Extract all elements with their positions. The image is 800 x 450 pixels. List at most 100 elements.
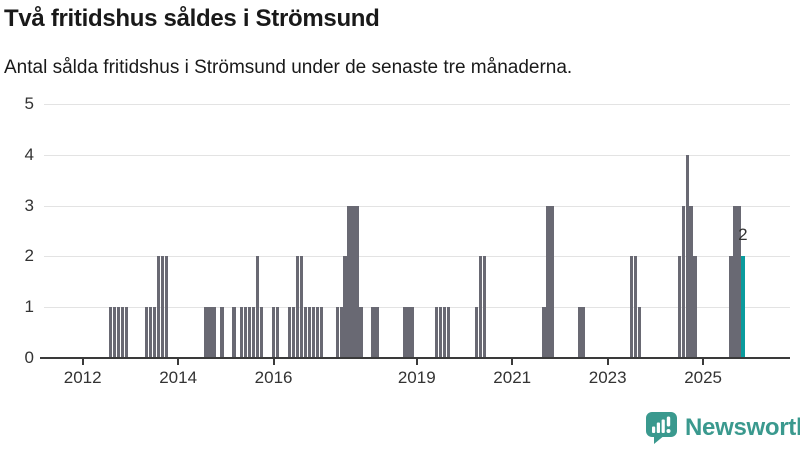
bar <box>244 307 248 358</box>
bar <box>733 205 737 358</box>
bar <box>482 256 487 358</box>
bar <box>442 307 447 358</box>
bar <box>240 307 244 358</box>
bar <box>252 307 256 358</box>
bar <box>347 205 351 358</box>
y-tick-label: 4 <box>24 144 34 164</box>
bar <box>212 307 216 358</box>
x-tick-label: 2012 <box>63 368 102 387</box>
bar <box>120 307 125 358</box>
bar <box>232 307 236 358</box>
x-axis-line <box>40 356 790 359</box>
bar <box>681 205 685 358</box>
x-tick <box>415 359 418 365</box>
bar <box>124 307 129 358</box>
y-tick-label: 2 <box>24 246 34 266</box>
bar <box>311 307 316 358</box>
y-tick-label: 3 <box>24 195 34 215</box>
bar <box>407 307 411 358</box>
bar <box>693 256 697 358</box>
bar <box>108 307 113 358</box>
bar <box>438 307 443 358</box>
bar <box>629 256 634 358</box>
x-tick <box>272 359 275 365</box>
bar-value-label: 2 <box>738 225 748 245</box>
x-tick-label: 2019 <box>397 368 436 387</box>
bar <box>637 307 642 358</box>
x-tick-label: 2025 <box>684 368 723 387</box>
bar <box>375 307 379 358</box>
bar <box>116 307 121 358</box>
newsworthy-logo: Newsworthy <box>645 411 800 445</box>
bar <box>303 307 308 358</box>
x-tick-label: 2021 <box>493 368 532 387</box>
bar <box>542 307 546 358</box>
bar <box>255 256 260 358</box>
chart-title: Två fritidshus såldes i Strömsund <box>4 5 380 32</box>
x-tick <box>81 359 84 365</box>
bar <box>295 256 300 358</box>
bar <box>546 205 550 358</box>
x-tick <box>606 359 609 365</box>
bar <box>355 205 359 358</box>
bar <box>737 205 741 358</box>
x-tick <box>702 359 705 365</box>
y-gridline <box>44 104 790 105</box>
chart-subtitle: Antal sålda fritidshus i Strömsund under… <box>4 57 573 78</box>
bar <box>403 307 407 358</box>
bar <box>335 307 339 358</box>
bar <box>112 307 117 358</box>
bar <box>474 307 479 358</box>
bar <box>275 307 280 358</box>
bar <box>371 307 375 358</box>
bar <box>148 307 152 358</box>
bar <box>411 307 415 358</box>
bar <box>677 256 681 358</box>
bar <box>633 256 638 358</box>
x-tick <box>177 359 180 365</box>
bar <box>578 307 582 358</box>
highlight-bar <box>741 256 745 358</box>
bar <box>446 307 451 358</box>
bar <box>291 307 296 358</box>
bar <box>339 307 343 358</box>
bar <box>144 307 149 358</box>
bar <box>359 307 363 358</box>
bar <box>319 307 323 358</box>
bar-chart-speech-bubble-icon <box>645 411 678 445</box>
bar <box>550 205 554 358</box>
x-tick-label: 2023 <box>588 368 627 387</box>
x-tick-label: 2016 <box>254 368 293 387</box>
bar <box>299 256 304 358</box>
x-tick-label: 2014 <box>159 368 198 387</box>
bar <box>434 307 439 358</box>
bar <box>343 256 347 358</box>
bar <box>685 154 689 358</box>
y-gridline <box>44 307 790 309</box>
bar <box>220 307 224 358</box>
y-gridline <box>44 256 790 258</box>
bar <box>164 256 168 358</box>
bar <box>204 307 208 358</box>
bar <box>689 205 693 358</box>
y-tick-label: 1 <box>24 297 34 317</box>
y-tick-label: 0 <box>24 348 34 367</box>
bar <box>248 307 252 358</box>
bar <box>729 256 733 358</box>
y-gridline <box>44 205 790 207</box>
bar <box>287 307 292 358</box>
y-tick-label: 5 <box>24 94 34 113</box>
bar <box>259 307 264 358</box>
bar <box>307 307 312 358</box>
y-gridline <box>44 154 790 156</box>
newsworthy-wordmark: Newsworthy <box>685 414 800 441</box>
bar <box>156 256 160 358</box>
bar <box>582 307 586 358</box>
bar <box>152 307 156 358</box>
bar <box>351 205 355 358</box>
bar <box>315 307 320 358</box>
x-tick <box>511 359 514 365</box>
bar <box>478 256 483 358</box>
bar <box>160 256 164 358</box>
